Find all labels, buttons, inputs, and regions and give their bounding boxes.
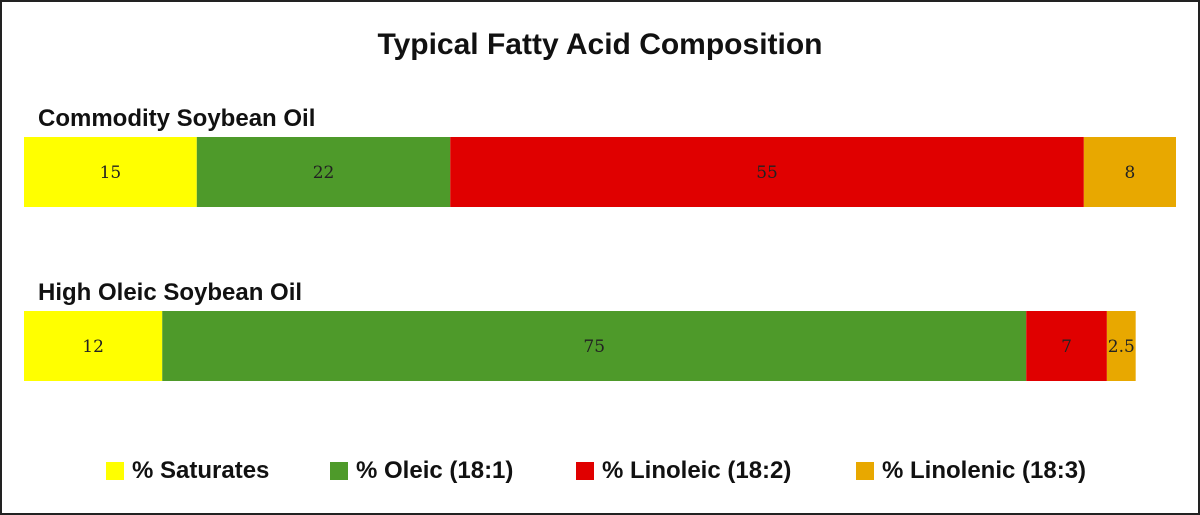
data-label-2-1: 12 bbox=[82, 337, 104, 357]
bar-segment-1-2 bbox=[196, 137, 451, 207]
bar-group: 15 22 55 8 12 75 7 2.5 bbox=[24, 137, 1176, 381]
bar-segment-1-3 bbox=[450, 137, 1084, 207]
bar-segment-2-4 bbox=[1106, 311, 1136, 381]
legend-label-1: % Saturates bbox=[132, 457, 269, 484]
data-label-2-2: 75 bbox=[583, 337, 605, 357]
data-label-1-2: 22 bbox=[313, 163, 335, 183]
row-label-high-oleic: High Oleic Soybean Oil bbox=[38, 279, 302, 306]
legend-label-4: % Linolenic (18:3) bbox=[882, 457, 1086, 484]
bar-segment-2-1 bbox=[24, 311, 163, 381]
data-label-2-4: 2.5 bbox=[1108, 337, 1135, 357]
legend-swatch-4 bbox=[856, 462, 874, 480]
bar-segment-2-2 bbox=[162, 311, 1027, 381]
data-label-1-1: 15 bbox=[100, 163, 122, 183]
legend-swatch-1 bbox=[106, 462, 124, 480]
legend-swatch-3 bbox=[576, 462, 594, 480]
bar-segment-2-3 bbox=[1026, 311, 1107, 381]
legend: % Saturates % Oleic (18:1) % Linoleic (18:… bbox=[106, 457, 1086, 484]
legend-swatch-2 bbox=[330, 462, 348, 480]
bar-segment-1-4 bbox=[1083, 137, 1176, 207]
data-label-2-3: 7 bbox=[1061, 337, 1072, 357]
chart-title: Typical Fatty Acid Composition bbox=[377, 28, 822, 61]
row-label-commodity: Commodity Soybean Oil bbox=[38, 105, 315, 132]
bar-segment-1-1 bbox=[24, 137, 197, 207]
legend-label-2: % Oleic (18:1) bbox=[356, 457, 513, 484]
data-label-1-4: 8 bbox=[1125, 163, 1136, 183]
legend-label-3: % Linoleic (18:2) bbox=[602, 457, 791, 484]
data-label-1-3: 55 bbox=[756, 163, 778, 183]
